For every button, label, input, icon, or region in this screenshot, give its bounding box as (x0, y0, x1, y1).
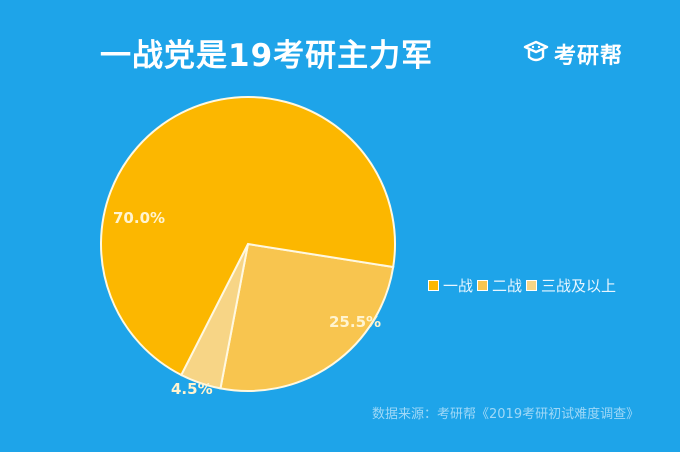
data-source-note: 数据来源：考研帮《2019考研初试难度调查》 (372, 407, 640, 422)
legend-swatch (526, 280, 538, 291)
slice-label-first-attempt: 70.0% (113, 209, 166, 227)
legend-label: 二战 (492, 277, 523, 295)
slice-first-attempt (100, 96, 396, 377)
legend-swatch (477, 280, 489, 291)
brand-logo: 考研帮 (522, 38, 623, 70)
legend-item-first-attempt: 一战 (428, 275, 473, 296)
brand-name: 考研帮 (554, 44, 624, 69)
legend-item-second-attempt: 二战 (477, 275, 522, 296)
chart-legend: 一战 二战 三战及以上 (428, 275, 616, 296)
graduation-cap-icon (522, 39, 550, 69)
slice-second-attempt (219, 242, 395, 392)
chart-title: 一战党是19考研主力军 (100, 38, 434, 74)
legend-label: 三战及以上 (541, 277, 617, 295)
legend-swatch (428, 280, 439, 291)
slice-label-third-plus: 4.5% (171, 380, 213, 398)
legend-item-third-plus: 三战及以上 (526, 275, 616, 296)
slice-label-second-attempt: 25.5% (329, 313, 382, 331)
legend-label: 一战 (443, 277, 474, 295)
